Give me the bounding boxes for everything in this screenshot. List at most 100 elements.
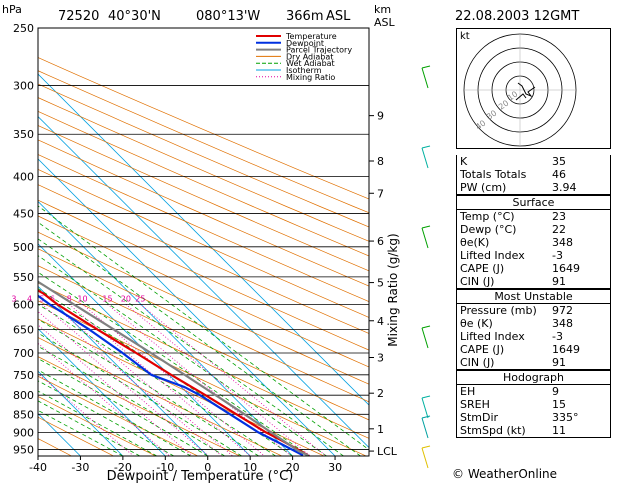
surface-label: Temp (°C) [456,209,549,223]
most-unstable-row: θe (K) 348 [456,317,611,330]
km-tick-label: 3 [377,352,384,365]
index-value: 35 [549,155,611,168]
km-axis: 9 8 7 6 5 4 3 2 1 LCL [369,110,398,458]
surface-row: θe(K) 348 [456,236,611,249]
mixing-ratio-line [38,342,170,456]
wet-adiabat-line [38,288,293,456]
hodograph-stat-row: StmDir 335° [456,411,611,424]
temperature-tick-label: -40 [29,461,47,474]
isotherm-line [38,200,293,456]
km-tick-label: 6 [377,235,384,248]
wind-barb-flag [421,325,431,329]
wet-adiabat-line [38,238,344,456]
surface-value: 1649 [549,262,611,275]
mixing-ratio-label: 4 [27,294,32,303]
surface-table: Surface Temp (°C) 23 Dewp (°C) 22 θe(K) 348 Li… [456,195,611,289]
surface-row: Lifted Index -3 [456,249,611,262]
km-tick-label: 4 [377,315,384,328]
legend-label: Mixing Ratio [286,73,335,82]
surface-row: CIN (J) 91 [456,275,611,289]
index-value: 46 [549,168,611,181]
wind-barb [421,447,429,469]
series-lines [38,280,309,456]
surface-value: 23 [549,209,611,223]
wind-barb-flag [421,65,431,69]
dry-adiabat-line [38,83,369,228]
index-row: K 35 [456,155,611,168]
isotherm-line [38,370,124,456]
dry-adiabat-line [38,248,369,403]
mixing-ratio-line [38,372,134,456]
wind-barb [421,147,429,169]
surface-value: 348 [549,236,611,249]
temperature-tick-label: 30 [328,461,342,474]
hodograph-stat-value: 11 [549,424,611,438]
most-unstable-label: Lifted Index [456,330,549,343]
dry-adiabat-line [38,438,72,456]
hodograph: kt 10 20 30 40 [456,28,611,149]
wind-barb-flag [421,445,431,449]
legend-label: Dewpoint [286,39,324,48]
mixing-ratio-label: 10 [77,294,87,303]
mixing-ratio-line [140,304,327,456]
dry-adiabat-line [38,111,369,257]
km-label: km [374,3,391,16]
surface-value: 91 [549,275,611,289]
most-unstable-label: CAPE (J) [456,343,549,356]
hodograph-stat-value: 335° [549,411,611,424]
hodograph-stat-label: SREH [456,398,549,411]
most-unstable-title: Most Unstable [456,289,611,304]
mixing-ratio-line [82,304,265,456]
most-unstable-value: -3 [549,330,611,343]
station-id: 72520 [58,9,99,24]
most-unstable-row: Lifted Index -3 [456,330,611,343]
km-tick-label: 9 [377,110,384,123]
legend-label: Dry Adiabat [286,52,333,61]
longitude: 080°13'W [196,9,260,24]
temperature-tick-label: -20 [114,461,132,474]
most-unstable-value: 91 [549,356,611,370]
dry-adiabat-line [38,300,367,456]
most-unstable-value: 972 [549,303,611,317]
x-axis-label: Dewpoint / Temperature (°C) [107,469,294,484]
surface-label: CAPE (J) [456,262,549,275]
temperature-tick-label: 0 [204,461,211,474]
wind-barb-flag [421,225,431,229]
temperature-tick-label: 20 [286,461,300,474]
dry-adiabat-line [38,70,369,214]
legend-label: Wet Adiabat [286,59,335,68]
pressure-tick-label: 500 [13,241,34,254]
header: hPa 72520 40°30'N 080°13'W 366m ASL km A… [2,3,579,29]
hodograph-stat-label: EH [456,384,549,398]
mixing-ratio-line [68,304,251,456]
mixing-ratio-label: 3 [11,294,16,303]
wind-barb-flag [421,415,431,419]
dry-adiabat-line [38,184,369,334]
pressure-tick-label: 900 [13,426,34,439]
surface-label: Dewp (°C) [456,223,549,236]
dry-adiabat-line [38,139,369,287]
pressure-tick-label: 850 [13,408,34,421]
most-unstable-value: 348 [549,317,611,330]
most-unstable-label: θe (K) [456,317,549,330]
pressure-tick-label: 800 [13,389,34,402]
surface-row: Dewp (°C) 22 [456,223,611,236]
most-unstable-row: CIN (J) 91 [456,356,611,370]
km-tick-label: 7 [377,187,384,200]
pressure-tick-label: 450 [13,208,34,221]
mixing-ratio-label: 20 [121,294,131,303]
dry-adiabat-line [38,169,369,318]
mixing-ratio-line [38,324,193,456]
pressure-tick-label: 550 [13,271,34,284]
dry-adiabat-line [38,337,282,456]
temperature-tick-labels: -40 -30 -20 -10 0 10 20 30 [29,456,342,474]
hodograph-stat-label: StmSpd (kt) [456,424,549,438]
pressure-tick-label: 300 [13,80,34,93]
most-unstable-row: Pressure (mb) 972 [456,303,611,317]
surface-label: θe(K) [456,236,549,249]
pressure-tick-label: 750 [13,369,34,382]
km-tick-label: 1 [377,423,384,436]
hodograph-unit: kt [460,31,470,42]
elevation-ref: ASL [326,9,351,24]
